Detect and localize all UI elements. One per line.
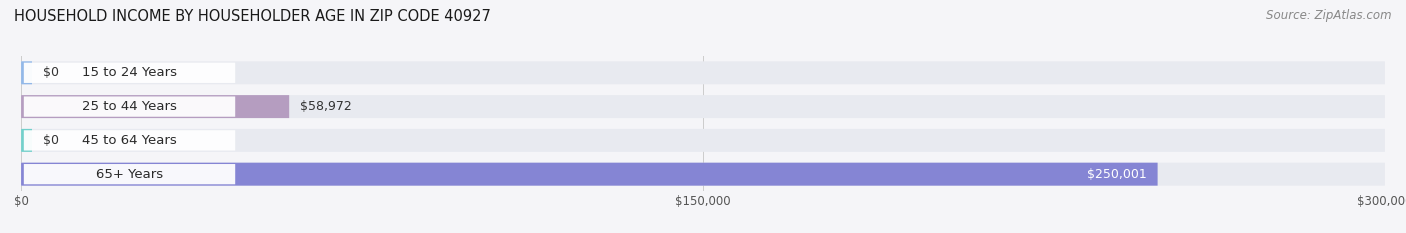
FancyBboxPatch shape <box>21 95 290 118</box>
FancyBboxPatch shape <box>24 130 235 151</box>
Text: $250,001: $250,001 <box>1087 168 1147 181</box>
FancyBboxPatch shape <box>21 61 1385 84</box>
Text: 45 to 64 Years: 45 to 64 Years <box>82 134 177 147</box>
Text: $0: $0 <box>44 134 59 147</box>
FancyBboxPatch shape <box>21 163 1157 186</box>
Text: $0: $0 <box>44 66 59 79</box>
FancyBboxPatch shape <box>21 129 32 152</box>
Text: $58,972: $58,972 <box>299 100 352 113</box>
Text: 65+ Years: 65+ Years <box>96 168 163 181</box>
Text: 15 to 24 Years: 15 to 24 Years <box>82 66 177 79</box>
FancyBboxPatch shape <box>24 164 235 184</box>
FancyBboxPatch shape <box>21 163 1385 186</box>
FancyBboxPatch shape <box>24 96 235 117</box>
Text: 25 to 44 Years: 25 to 44 Years <box>82 100 177 113</box>
FancyBboxPatch shape <box>21 61 32 84</box>
FancyBboxPatch shape <box>21 129 1385 152</box>
FancyBboxPatch shape <box>24 63 235 83</box>
FancyBboxPatch shape <box>21 95 1385 118</box>
Text: HOUSEHOLD INCOME BY HOUSEHOLDER AGE IN ZIP CODE 40927: HOUSEHOLD INCOME BY HOUSEHOLDER AGE IN Z… <box>14 9 491 24</box>
Text: Source: ZipAtlas.com: Source: ZipAtlas.com <box>1267 9 1392 22</box>
